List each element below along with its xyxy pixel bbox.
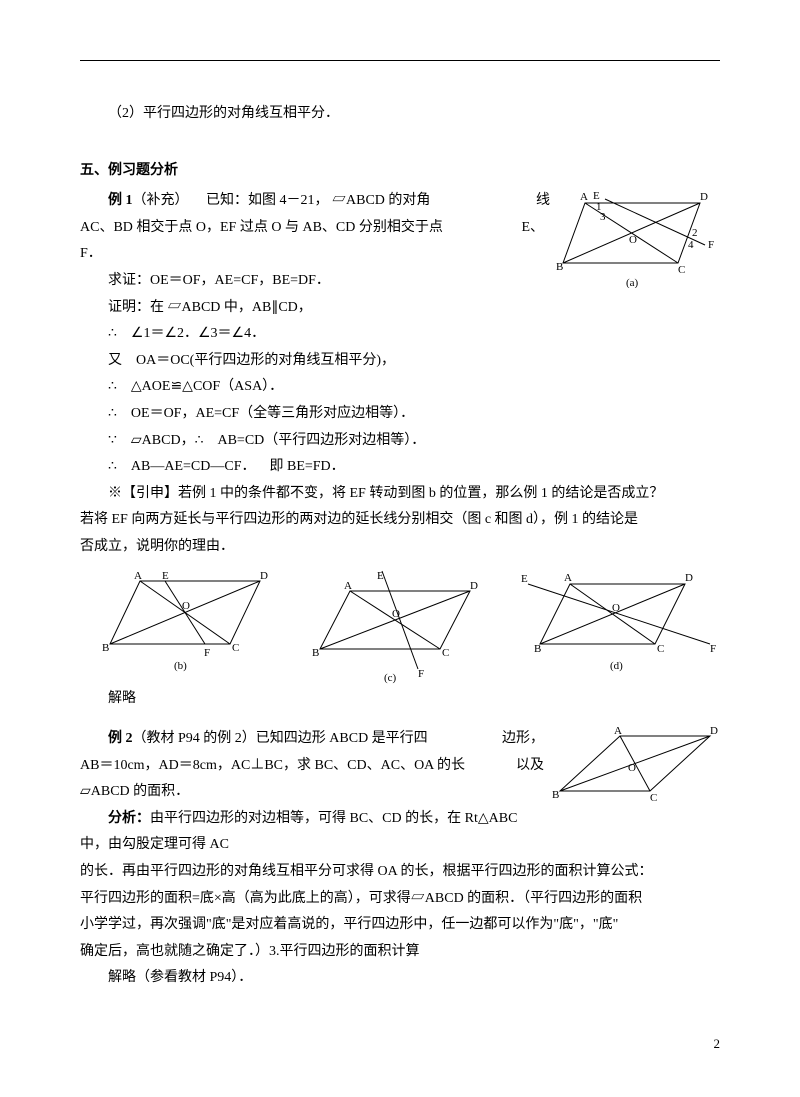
svg-text:O: O: [392, 608, 400, 620]
ex2-ana3: 平行四边形的面积=底×高（高为此底上的高），可求得▱ABCD 的面积．（平行四边…: [80, 886, 720, 913]
svg-text:B: B: [102, 642, 109, 654]
ex1-proof3: ∴ △AOE≌△COF（ASA）．: [80, 374, 720, 401]
ex1-ext1: ※【引申】若例 1 中的条件都不变，将 EF 转动到图 b 的位置，那么例 1 …: [80, 481, 720, 508]
svg-text:O: O: [629, 234, 637, 246]
svg-text:A: A: [580, 191, 588, 203]
svg-text:O: O: [628, 762, 636, 774]
figure-c: E A D B C F O (c): [310, 569, 485, 684]
ex2-slv: 解略（参看教材 P94）．: [80, 965, 720, 992]
ex1-proof6: ∴ AB—AE=CD—CF． 即 BE=FD．: [80, 454, 720, 481]
svg-text:(b): (b): [174, 660, 187, 672]
ex2-label: 例 2: [108, 731, 133, 746]
svg-text:O: O: [612, 602, 620, 614]
svg-text:(c): (c): [384, 672, 397, 684]
top-line: （2）平行四边形的对角线互相平分．: [80, 101, 720, 128]
svg-text:C: C: [650, 792, 657, 804]
svg-text:E: E: [162, 570, 169, 582]
svg-text:E: E: [521, 573, 528, 585]
figure-row: A E D B F C O (b) E A D B C F O (c): [100, 569, 720, 684]
figure-ex2: A D B C O: [550, 726, 720, 817]
ex1-proof1: ∴ ∠1＝∠2．∠3＝∠4．: [80, 321, 720, 348]
svg-text:F: F: [710, 643, 716, 655]
svg-text:A: A: [344, 580, 352, 592]
svg-text:O: O: [182, 600, 190, 612]
svg-text:4: 4: [688, 239, 694, 251]
svg-text:C: C: [678, 264, 685, 276]
ex1-slv: 解略: [80, 686, 720, 713]
svg-text:E: E: [377, 570, 384, 582]
figure-a: A D B C 1 3 2 4 O E F (a): [550, 188, 720, 299]
ex1-ext3: 否成立，说明你的理由．: [80, 534, 720, 561]
figure-d: E A D B C F O (d): [520, 569, 720, 684]
svg-text:3: 3: [600, 211, 606, 223]
svg-text:(a): (a): [626, 277, 639, 288]
svg-text:C: C: [232, 642, 239, 654]
svg-text:A: A: [564, 572, 572, 584]
svg-text:B: B: [312, 647, 319, 659]
svg-text:D: D: [700, 191, 708, 203]
svg-text:A: A: [134, 570, 142, 582]
svg-text:C: C: [657, 643, 664, 655]
ex1-proof5: ∵ ▱ABCD，∴ AB=CD（平行四边形对边相等）．: [80, 428, 720, 455]
svg-text:F: F: [708, 239, 714, 251]
ex1-ext2: 若将 EF 向两方延长与平行四边形的两对边的延长线分别相交（图 c 和图 d），…: [80, 507, 720, 534]
ex2-ana-lead: 分析：: [108, 811, 150, 826]
ex1-proof2: 又 OA＝OC(平行四边形的对角线互相平分)，: [80, 348, 720, 375]
ex2-ana2: 的长．再由平行四边形的对角线互相平分可求得 OA 的长，根据平行四边形的面积计算…: [80, 859, 720, 886]
svg-text:D: D: [470, 580, 478, 592]
svg-text:E: E: [593, 190, 600, 202]
svg-text:F: F: [204, 647, 210, 659]
svg-text:A: A: [614, 726, 622, 737]
svg-text:B: B: [556, 261, 563, 273]
svg-text:B: B: [534, 643, 541, 655]
top-rule: [80, 60, 720, 61]
svg-text:D: D: [710, 726, 718, 737]
svg-text:D: D: [260, 570, 268, 582]
svg-text:D: D: [685, 572, 693, 584]
section5-title: 五、例习题分析: [80, 158, 720, 185]
ex2-ana4: 小学学过，再次强调"底"是对应着高说的，平行四边形中，任一边都可以作为"底"，"…: [80, 912, 720, 939]
ex1-label: 例 1: [108, 193, 133, 208]
svg-text:2: 2: [692, 227, 698, 239]
figure-b: A E D B F C O (b): [100, 569, 275, 684]
svg-text:B: B: [552, 789, 559, 801]
ex2-ana5: 确定后，高也就随之确定了．）3.平行四边形的面积计算: [80, 939, 720, 966]
svg-text:(d): (d): [610, 660, 623, 672]
svg-text:F: F: [418, 668, 424, 680]
ex1-proof4: ∴ OE＝OF，AE=CF（全等三角形对应边相等）．: [80, 401, 720, 428]
svg-text:C: C: [442, 647, 449, 659]
